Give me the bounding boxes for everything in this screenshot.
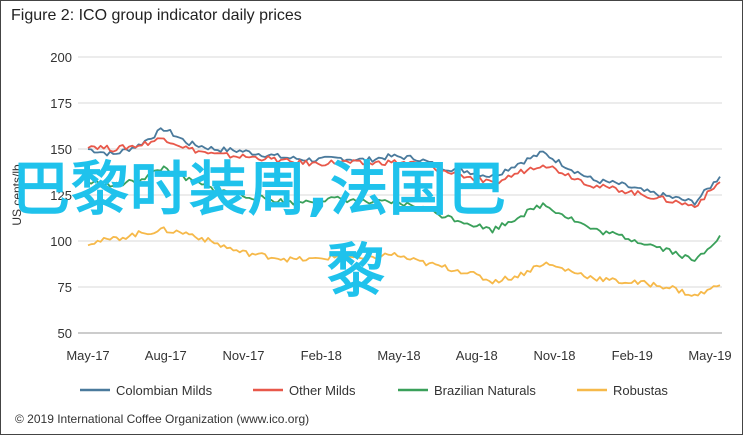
series-line-robustas xyxy=(87,226,721,297)
overlay-text-line-1: 巴黎时装周,法国巴 xyxy=(12,155,508,223)
overlay-text-line-2: 黎 xyxy=(327,237,386,305)
y-tick-label: 175 xyxy=(50,96,72,111)
source-note: © 2019 International Coffee Organization… xyxy=(15,412,310,426)
x-tick-label: Nov-18 xyxy=(534,348,576,363)
x-tick-label: May-17 xyxy=(66,348,109,363)
x-tick-label: May-19 xyxy=(688,348,731,363)
x-tick-label: Aug-18 xyxy=(456,348,498,363)
chart-title: Figure 2: ICO group indicator daily pric… xyxy=(11,7,302,24)
x-tick-label: Feb-19 xyxy=(612,348,653,363)
legend-label: Robustas xyxy=(613,383,668,398)
series-line-colombian-milds xyxy=(87,127,721,206)
series-line-brazilian-naturals xyxy=(87,165,721,262)
grid-lines xyxy=(78,56,722,334)
y-tick-label: 75 xyxy=(58,280,72,295)
x-tick-label: May-18 xyxy=(377,348,420,363)
y-tick-label: 125 xyxy=(50,188,72,203)
y-tick-label: 100 xyxy=(50,234,72,249)
legend-label: Colombian Milds xyxy=(116,383,213,398)
series-lines xyxy=(87,127,721,297)
y-tick-label: 50 xyxy=(58,326,72,341)
legend: Colombian Milds Other Milds Brazilian Natu… xyxy=(80,383,668,398)
y-tick-label: 200 xyxy=(50,50,72,65)
series-line-other-milds xyxy=(87,137,721,209)
y-axis-label: US cents/lb xyxy=(10,164,24,226)
x-tick-label: Feb-18 xyxy=(301,348,342,363)
x-tick-label: Aug-17 xyxy=(145,348,187,363)
legend-label: Other Milds xyxy=(289,383,356,398)
x-tick-label: Nov-17 xyxy=(223,348,265,363)
y-tick-label: 150 xyxy=(50,142,72,157)
axes: 50 75 100 125 150 175 200 US cents/lb May-17 Aug-… xyxy=(10,50,732,363)
legend-label: Brazilian Naturals xyxy=(434,383,536,398)
